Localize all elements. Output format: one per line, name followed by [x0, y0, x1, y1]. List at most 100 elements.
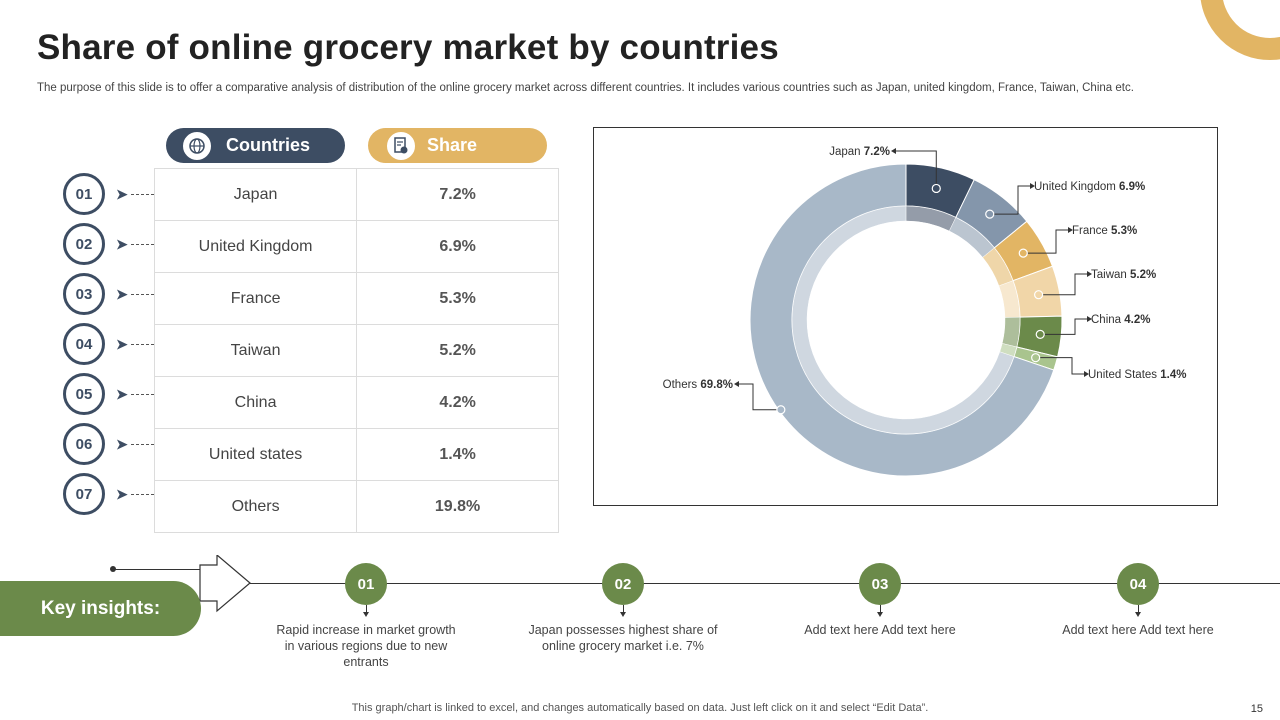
page-subtitle: The purpose of this slide is to offer a …: [37, 82, 1134, 94]
row-number-badge: 02: [63, 223, 105, 265]
chevron-right-icon: ➤: [116, 286, 128, 302]
row-connector: ➤: [116, 386, 154, 402]
leader-dot-taiwan: [1034, 290, 1044, 300]
document-chart-icon: [385, 129, 417, 162]
table-row: United states 1.4%: [153, 428, 559, 481]
slice-inner-others: [791, 205, 1015, 435]
table-row: France 5.3%: [153, 272, 559, 325]
arrow-left-icon: [734, 381, 739, 387]
arrow-right-icon: [1087, 316, 1092, 322]
leader-dot-united-states: [1031, 353, 1041, 363]
insight-stem: [880, 605, 881, 614]
doughnut-chart: Japan 7.2% United Kingdom 6.9% France 5.3%…: [593, 127, 1218, 506]
row-connector: ➤: [116, 336, 154, 352]
chevron-right-icon: ➤: [116, 236, 128, 252]
share-cell: 19.8%: [356, 480, 559, 533]
arrow-right-icon: [1030, 183, 1035, 189]
dashed-line: [130, 193, 154, 195]
data-label-united-states: United States 1.4%: [1088, 369, 1186, 381]
timeline-lead: [113, 569, 218, 570]
leader-line-others: [739, 383, 781, 411]
insights-arrow: [199, 555, 251, 613]
leader-dot-japan: [931, 183, 941, 194]
share-cell: 6.9%: [356, 220, 559, 273]
leader-line-united-states: [1035, 357, 1084, 375]
leader-line-france: [1023, 229, 1068, 254]
row-connector: ➤: [116, 286, 154, 302]
dashed-line: [130, 493, 154, 495]
data-label-united-kingdom: United Kingdom 6.9%: [1034, 181, 1145, 193]
globe-icon: [181, 129, 213, 162]
country-share-table: Japan 7.2% United Kingdom 6.9% France 5.3% Tai…: [153, 168, 559, 533]
chevron-right-icon: ➤: [116, 436, 128, 452]
table-row: China 4.2%: [153, 376, 559, 429]
slice-inner-china: [1001, 316, 1021, 348]
timeline-line: [250, 583, 1280, 584]
leader-dot-china: [1035, 329, 1045, 339]
row-number-badge: 07: [63, 473, 105, 515]
leader-dot-others: [776, 405, 786, 415]
page-title: Share of online grocery market by countr…: [37, 28, 779, 67]
arrow-right-icon: [1087, 271, 1092, 277]
share-cell: 5.2%: [356, 324, 559, 377]
share-header-label: Share: [427, 135, 478, 155]
row-number-badge: 05: [63, 373, 105, 415]
table-row: United Kingdom 6.9%: [153, 220, 559, 273]
insight-stem: [1138, 605, 1139, 614]
footer-note: This graph/chart is linked to excel, and…: [351, 702, 929, 714]
row-connector: ➤: [116, 487, 154, 501]
arrow-right-icon: [1084, 371, 1089, 377]
insight-number-badge: 04: [1117, 563, 1159, 605]
country-cell: Japan: [153, 168, 358, 221]
arrow-down-icon: [363, 612, 369, 617]
chevron-right-icon: ➤: [116, 336, 128, 352]
leader-line-china: [1040, 318, 1087, 335]
row-connector: ➤: [116, 186, 154, 202]
arrow-down-icon: [877, 612, 883, 617]
dashed-line: [130, 243, 154, 245]
row-connector: ➤: [116, 236, 154, 252]
insight-text: Add text here Add text here: [1062, 623, 1214, 637]
leader-line-japan: [896, 150, 937, 189]
dashed-line: [130, 343, 154, 345]
page-number: 15: [1250, 703, 1263, 715]
country-cell: United states: [153, 428, 358, 481]
dashed-line: [130, 443, 154, 445]
insight-text: Japan possesses highest share of online …: [528, 623, 718, 653]
country-cell: China: [153, 376, 358, 429]
country-cell: United Kingdom: [153, 220, 358, 273]
arrow-left-icon: [891, 148, 896, 154]
country-cell: Others: [153, 480, 358, 533]
table-row: Japan 7.2%: [153, 168, 559, 221]
chevron-right-icon: ➤: [116, 186, 128, 202]
chevron-right-icon: ➤: [116, 386, 128, 402]
row-connector: ➤: [116, 436, 154, 452]
table-row: Taiwan 5.2%: [153, 324, 559, 377]
countries-header-label: Countries: [226, 135, 311, 155]
insight-number-badge: 03: [859, 563, 901, 605]
arrow-right-icon: [1068, 227, 1073, 233]
share-cell: 1.4%: [356, 428, 559, 481]
leader-dot-france: [1018, 248, 1028, 258]
row-number-badge: 01: [63, 173, 105, 215]
data-label-others: Others 69.8%: [663, 379, 733, 391]
data-label-taiwan: Taiwan 5.2%: [1091, 269, 1156, 281]
country-cell: Taiwan: [153, 324, 358, 377]
row-number-badge: 06: [63, 423, 105, 465]
row-number-badge: 04: [63, 323, 105, 365]
share-cell: 7.2%: [356, 168, 559, 221]
insight-stem: [366, 605, 367, 614]
chart-canvas: Japan 7.2% United Kingdom 6.9% France 5.3%…: [663, 146, 1186, 477]
leader-dot-united-kingdom: [985, 209, 995, 219]
row-number-badge: 03: [63, 273, 105, 315]
leader-line-taiwan: [1038, 273, 1087, 296]
arrow-down-icon: [1135, 612, 1141, 617]
data-label-china: China 4.2%: [1091, 314, 1150, 326]
insight-number-badge: 02: [602, 563, 644, 605]
dashed-line: [130, 393, 154, 395]
share-cell: 4.2%: [356, 376, 559, 429]
share-header: Share: [368, 128, 547, 163]
share-cell: 5.3%: [356, 272, 559, 325]
dashed-line: [130, 293, 154, 295]
countries-header: Countries: [166, 128, 345, 163]
